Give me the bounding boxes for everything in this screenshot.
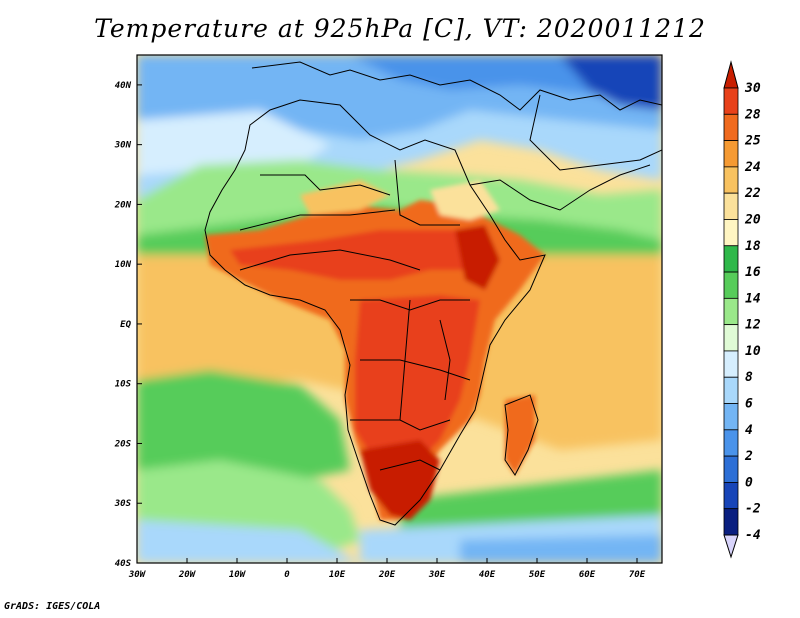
colorbar-label: 4 (745, 423, 753, 438)
x-tick-label: 10E (329, 570, 346, 580)
map-frame (136, 54, 663, 564)
grads-credit: GrADS: IGES/COLA (4, 601, 101, 612)
x-tick-label: 50E (529, 570, 546, 580)
colorbar-swatch (723, 113, 739, 141)
y-tick-label: 30N (114, 141, 132, 151)
y-tick-label: 40N (115, 81, 132, 91)
colorbar-swatch (723, 324, 739, 352)
colorbar-swatch (723, 429, 739, 457)
x-tick-label: 70E (629, 570, 646, 580)
y-tick-label: 10S (115, 380, 132, 390)
colorbar-swatch (723, 508, 739, 536)
colorbar-label: 6 (745, 397, 753, 412)
y-tick-label: 40S (115, 559, 132, 569)
colorbar-swatch (723, 403, 739, 431)
colorbar-swatch (723, 140, 739, 168)
x-tick-label: 10W (229, 570, 247, 580)
x-axis: 30W 20W 10W 0 10E 20E 30E 40E 50E 60E 70E (128, 558, 646, 580)
x-tick-label: 40E (479, 570, 496, 580)
temperature-field (137, 55, 662, 563)
colorbar-top-arrow (723, 60, 739, 89)
colorbar-swatch (723, 271, 739, 299)
colorbar-swatch (723, 219, 739, 247)
colorbar-swatch (723, 87, 739, 115)
colorbar-label: 8 (745, 370, 753, 385)
colorbar-label: 16 (745, 265, 761, 280)
colorbar-swatch (723, 376, 739, 404)
y-tick-label: 30S (114, 499, 132, 509)
x-tick-label: 20E (378, 570, 396, 580)
colorbar-label: 10 (745, 344, 761, 359)
x-tick-label: 60E (579, 570, 596, 580)
colorbar-swatch (723, 455, 739, 483)
colorbar-label: 18 (745, 239, 761, 254)
colorbar-label: 28 (744, 107, 761, 122)
colorbar-swatch (723, 192, 739, 220)
colorbar-label: 12 (745, 318, 761, 333)
colorbar-swatch (723, 166, 739, 194)
colorbar-label: 0 (745, 475, 753, 490)
colorbar-label: 14 (745, 291, 761, 306)
colorbar-label: 24 (744, 160, 761, 175)
colorbar-bottom-arrow (723, 534, 739, 559)
colorbar-swatch (723, 245, 739, 273)
colorbar-label: -4 (745, 528, 761, 543)
colorbar-swatch (723, 482, 739, 510)
x-tick-label: 30W (128, 570, 147, 580)
y-tick-label: EQ (120, 320, 131, 330)
colorbar-label: 22 (744, 186, 761, 201)
y-tick-label: 20S (114, 439, 132, 449)
colorbar-label: 25 (744, 134, 761, 149)
colorbar-label: -2 (745, 502, 761, 517)
y-tick-label: 10N (115, 260, 132, 270)
colorbar-label: 2 (744, 449, 753, 464)
chart-title: Temperature at 925hPa [C], VT: 202001121… (94, 14, 706, 43)
colorbar-label: 30 (744, 81, 761, 96)
colorbar-swatch (723, 297, 739, 326)
y-tick-label: 20N (114, 200, 132, 210)
y-axis: 40N 30N 20N 10N EQ 10S 20S 30S 40S (114, 81, 142, 569)
colorbar-swatch (723, 350, 739, 378)
colorbar-label: 20 (744, 212, 761, 227)
x-tick-label: 30E (428, 570, 446, 580)
x-tick-label: 20W (178, 570, 197, 580)
coastlines (204, 61, 662, 526)
x-tick-label: 0 (284, 570, 290, 580)
